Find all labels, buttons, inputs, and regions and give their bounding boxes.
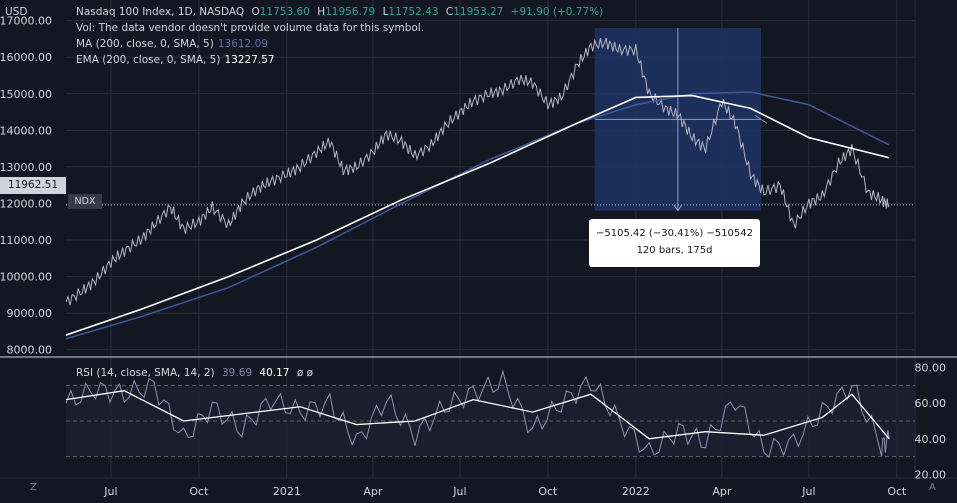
time-tick-label: Jul (103, 485, 117, 498)
time-axis[interactable]: Jul Oct 2021 Apr Jul Oct 2022 Apr Jul Oct (103, 485, 907, 498)
rsi-axis[interactable]: 80.00 60.00 40.00 20.00 (915, 362, 947, 482)
auto-scale-button[interactable]: A (929, 482, 936, 493)
price-tick-label: 11000.00 (0, 234, 52, 247)
ohlc-row: Nasdaq 100 Index, 1D, NASDAQ O11753.60 H… (76, 4, 607, 20)
price-tick-label: 13000.00 (0, 161, 52, 174)
rsi-legend[interactable]: RSI (14, close, SMA, 14, 2) 39.69 40.17 … (76, 365, 317, 381)
rsi-tick-label: 40.00 (915, 433, 947, 446)
symbol-title[interactable]: Nasdaq 100 Index, 1D, NASDAQ (76, 6, 245, 18)
current-price-tag: 11962.51 (0, 177, 66, 194)
ema-line[interactable] (65, 94, 890, 336)
rsi-ma-value: 40.17 (259, 367, 290, 379)
grid-lines (66, 0, 916, 478)
rsi-flags: ø ø (296, 367, 313, 379)
rsi-tick-label: 20.00 (915, 468, 947, 481)
price-tick-label: 10000.00 (0, 271, 52, 284)
high-value: 11956.79 (325, 6, 376, 18)
high-label: H (317, 6, 326, 18)
rsi-series-layer (65, 369, 890, 459)
time-tick-label: 2021 (273, 485, 301, 498)
ema-value: 13227.57 (224, 54, 275, 66)
vol-note: Vol: The data vendor doesn't provide vol… (76, 22, 425, 34)
price-tick-label: 8000.00 (7, 344, 53, 357)
rsi-label[interactable]: RSI (14, close, SMA, 14, 2) (76, 367, 215, 379)
measure-bars-text: 120 bars, 175d (636, 245, 713, 256)
close-value: 11953.27 (453, 6, 504, 18)
ticker-tag: NDX (68, 194, 102, 209)
currency-text: USD (5, 6, 28, 18)
time-tick-label: Jul (801, 485, 815, 498)
change-value: +91.90 (+0.77%) (510, 6, 604, 18)
price-line[interactable] (65, 37, 890, 306)
rsi-value: 39.69 (222, 367, 253, 379)
measure-info-box[interactable]: −5105.42 (−30.41%) −510542 120 bars, 175… (589, 219, 760, 267)
open-value: 11753.60 (259, 6, 310, 18)
currency-label: USD (5, 4, 31, 20)
time-tick-label: Oct (538, 485, 558, 498)
ma-value: 13612.09 (217, 38, 268, 50)
price-tick-label: 14000.00 (0, 124, 52, 137)
price-tick-label: 12000.00 (0, 197, 52, 210)
rsi-tick-label: 80.00 (915, 362, 947, 375)
time-tick-label: 2022 (622, 485, 650, 498)
price-tick-label: 15000.00 (0, 88, 52, 101)
measure-change-text: −5105.42 (−30.41%) −510542 (596, 228, 753, 239)
header-legend[interactable]: Nasdaq 100 Index, 1D, NASDAQ O11753.60 H… (76, 4, 607, 68)
vol-row: Vol: The data vendor doesn't provide vol… (76, 20, 607, 36)
close-label: C (445, 6, 454, 18)
zoom-button[interactable]: Z (30, 482, 37, 493)
time-tick-label: Oct (189, 485, 209, 498)
time-tick-label: Apr (712, 485, 732, 498)
time-tick-label: Oct (887, 485, 907, 498)
price-axis[interactable]: 17000.00 16000.00 15000.00 14000.00 13000.00… (0, 15, 52, 357)
time-tick-label: Apr (363, 485, 383, 498)
measure-arrows (594, 27, 768, 212)
low-value: 11752.43 (388, 6, 439, 18)
open-label: O (251, 6, 260, 18)
ema-row[interactable]: EMA (200, close, 0, SMA, 5) 13227.57 (76, 52, 607, 68)
price-tick-label: 9000.00 (7, 307, 53, 320)
ma-row[interactable]: MA (200, close, 0, SMA, 5) 13612.09 (76, 36, 607, 52)
ma-line[interactable] (65, 91, 890, 340)
rsi-line[interactable] (65, 369, 890, 459)
price-tick-label: 17000.00 (0, 15, 52, 28)
price-series-layer (65, 37, 915, 340)
ma-label[interactable]: MA (200, close, 0, SMA, 5) (76, 38, 214, 50)
ema-label[interactable]: EMA (200, close, 0, SMA, 5) (76, 54, 221, 66)
low-label: L (382, 6, 389, 18)
price-tick-label: 16000.00 (0, 51, 52, 64)
rsi-tick-label: 60.00 (915, 397, 947, 410)
rsi-ma-line[interactable] (65, 390, 890, 440)
time-tick-label: Jul (452, 485, 466, 498)
